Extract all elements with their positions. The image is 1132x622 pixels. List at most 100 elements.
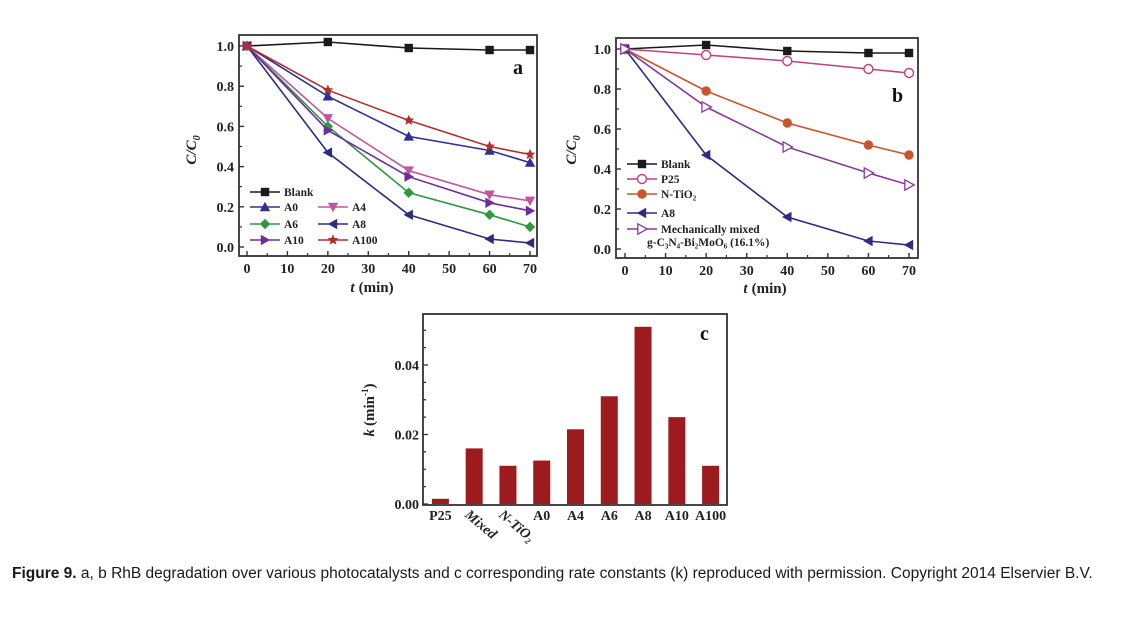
x-tick-label: A4: [567, 509, 584, 524]
x-tick-label: 60: [861, 264, 875, 279]
data-point-a8: [524, 237, 535, 249]
x-tick-label: A100: [695, 509, 726, 524]
data-point-mechanically: [904, 178, 916, 192]
x-tick-label: 70: [523, 262, 537, 277]
data-point-a8: [782, 211, 792, 223]
data-point-blank: [701, 40, 711, 50]
data-point-a8: [322, 147, 333, 158]
legend-label: Mechanically mixed: [661, 224, 760, 236]
caption-label: Figure 9.: [12, 565, 77, 582]
legend-label: Blank: [284, 187, 314, 199]
data-point-p25: [782, 55, 793, 67]
bar-p25: [431, 498, 449, 504]
x-tick-label: 0: [244, 262, 251, 277]
legend-label: A0: [284, 202, 298, 214]
y-axis-title-b: C/C0: [564, 135, 583, 164]
y-axis-title-c: k(min-1): [360, 384, 378, 437]
data-point-blank: [404, 43, 413, 53]
data-point-p25: [863, 63, 874, 75]
legend-label: A8: [352, 219, 366, 231]
axis-ticks-a: 0 10 20 30 40 50 60 70 0.0 0.2 0.4 0.6 0.8 1.0: [217, 40, 538, 277]
legend-marker: [637, 189, 647, 199]
bar-ntio: [499, 465, 517, 504]
x-tick-label: A6: [601, 509, 618, 524]
y-tick-label: 0.8: [594, 83, 612, 98]
data-point-mechanically: [782, 140, 794, 154]
x-tick-label: 20: [321, 262, 335, 277]
legend-label: A4: [352, 202, 366, 214]
data-point-a8: [700, 149, 711, 161]
x-tick-label: N-TiO₂: [495, 507, 537, 546]
x-tick-label: 30: [361, 262, 375, 277]
x-tick-label: A8: [634, 509, 651, 524]
y-tick-label: 0.04: [395, 359, 420, 374]
x-tick-label: 0: [622, 264, 629, 279]
x-tick-label: 40: [780, 264, 794, 279]
legend-marker: [636, 173, 648, 185]
series-line-a100: [246, 45, 531, 156]
data-point-blank: [323, 37, 333, 47]
data-point-a0: [524, 157, 536, 167]
panel-letter-c: c: [700, 323, 709, 345]
data-point-a0: [322, 91, 334, 101]
bar-a0: [533, 460, 551, 504]
legend-marker: [327, 202, 339, 213]
data-point-a8: [863, 235, 873, 247]
data-point-blank: [783, 46, 792, 56]
legend-marker: [327, 234, 339, 245]
y-tick-label: 0.0: [594, 243, 612, 258]
series-lines-a: [241, 37, 536, 249]
bars-c: [431, 326, 720, 504]
data-point-a10: [323, 125, 334, 136]
x-tick-label: 70: [902, 264, 916, 279]
data-point-a4: [524, 196, 536, 206]
data-point-n-tio2: [782, 118, 792, 128]
data-point-mechanically: [620, 42, 632, 56]
caption-text: a, b RhB degradation over various photoc…: [76, 565, 1093, 582]
x-tick-label: 20: [699, 264, 713, 279]
data-point-a6: [524, 221, 536, 233]
data-point-a4: [484, 190, 495, 200]
data-point-a6: [403, 187, 414, 198]
x-tick-label: 50: [821, 264, 835, 279]
x-tick-label: P25: [429, 509, 452, 524]
y-tick-label: 0.00: [395, 498, 420, 513]
bar-a6: [600, 396, 618, 504]
legend-marker: [637, 159, 647, 169]
bar-a4: [567, 429, 584, 504]
data-point-p25: [903, 67, 915, 79]
y-tick-label: 0.0: [217, 241, 235, 256]
legend-marker: [260, 234, 271, 246]
x-axis-title-b: t (min): [743, 281, 786, 297]
legend-label: A10: [284, 235, 304, 247]
bar-a100: [702, 465, 720, 504]
data-point-a8: [903, 239, 914, 251]
y-tick-label: 0.2: [217, 201, 235, 216]
data-point-mechanically: [701, 100, 713, 114]
legend-marker: [259, 201, 271, 212]
data-point-blank: [864, 48, 873, 58]
data-point-a8: [484, 233, 494, 245]
data-point-a100: [322, 84, 334, 95]
data-point-a10: [525, 205, 536, 217]
x-tick-label: 10: [659, 264, 673, 279]
data-point-a4: [403, 166, 414, 176]
data-point-a100: [403, 114, 415, 125]
y-tick-label: 0.02: [395, 429, 420, 444]
data-point-n-tio2: [904, 150, 914, 160]
y-tick-label: 0.6: [217, 120, 235, 135]
legend-label: Blank: [661, 159, 691, 171]
data-point-a100: [241, 40, 253, 51]
legend-b: Blank P25 N-TiO₂ A8 Mechanically mixedg-C₃N₄…: [627, 159, 770, 249]
x-tick-label: A10: [665, 509, 689, 524]
y-tick-label: 1.0: [594, 43, 612, 58]
data-point-a100: [484, 140, 495, 152]
data-point-n-tio2: [863, 140, 874, 150]
y-tick-label: 0.4: [217, 161, 235, 176]
series-lines-b: [619, 40, 916, 251]
y-tick-label: 1.0: [217, 40, 235, 55]
legend-marker: [260, 187, 270, 197]
y-axis-title-a: C/C0: [184, 135, 203, 164]
